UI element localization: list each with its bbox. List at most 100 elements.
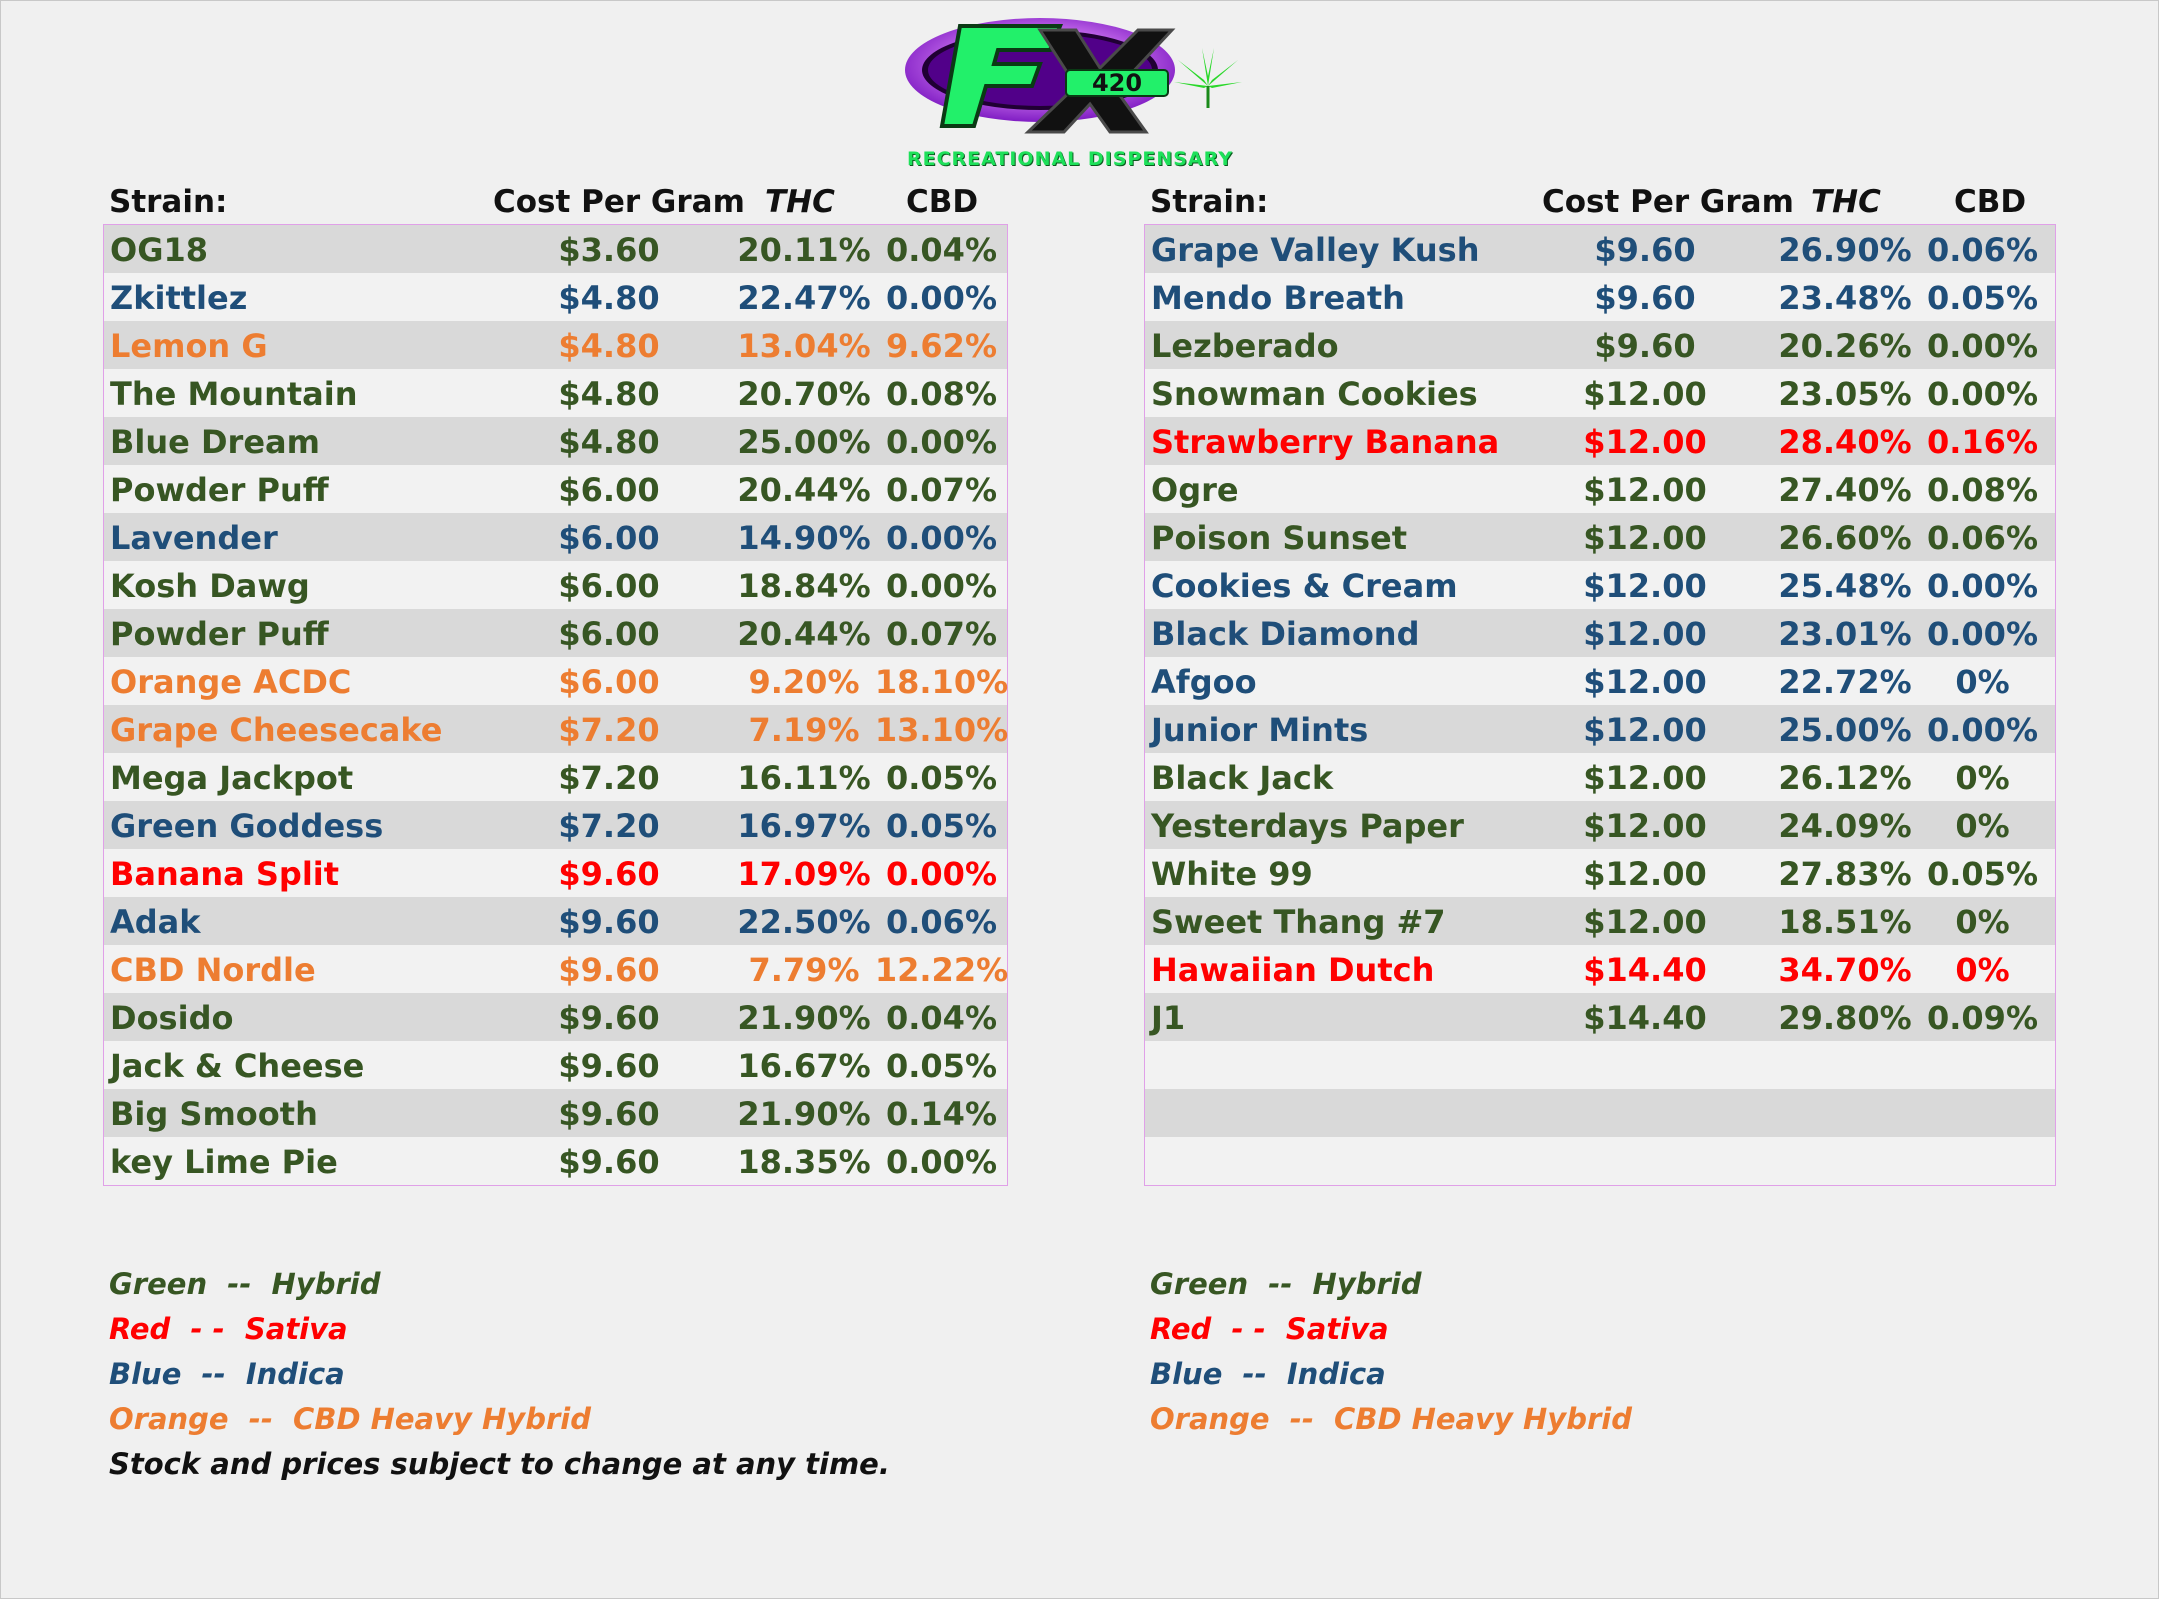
- strain-name: Snowman Cookies: [1151, 375, 1478, 413]
- header-strain: Strain:: [109, 184, 228, 220]
- strain-name: key Lime Pie: [110, 1143, 338, 1181]
- cost-per-gram: $9.60: [558, 903, 660, 941]
- cbd-value: 0.00%: [1926, 567, 2038, 605]
- cbd-value: 0%: [1955, 759, 2010, 797]
- table-row: Adak $9.60 22.50% 0.06%: [104, 897, 1007, 945]
- cbd-value: 0.00%: [885, 423, 997, 461]
- strain-name: Powder Puff: [110, 615, 329, 653]
- table-row: Mendo Breath $9.60 23.48% 0.05%: [1145, 273, 2055, 321]
- table-row: White 99 $12.00 27.83% 0.05%: [1145, 849, 2055, 897]
- thc-value: 18.51%: [1778, 903, 1912, 941]
- strain-name: Big Smooth: [110, 1095, 318, 1133]
- fx420-logo-graphic: 420: [905, 18, 1242, 134]
- strain-name: Poison Sunset: [1151, 519, 1408, 557]
- thc-value: 22.47%: [737, 279, 871, 317]
- strain-name: CBD Nordle: [110, 951, 316, 989]
- table-row: Powder Puff $6.00 20.44% 0.07%: [104, 609, 1007, 657]
- cbd-value: 12.22%: [874, 951, 1009, 989]
- cost-per-gram: $12.00: [1583, 471, 1707, 509]
- table-row: Cookies & Cream $12.00 25.48% 0.00%: [1145, 561, 2055, 609]
- table-body: Grape Valley Kush $9.60 26.90% 0.06% Mendo B…: [1144, 224, 2056, 1186]
- cost-per-gram: $14.40: [1583, 951, 1707, 989]
- strain-name: Orange ACDC: [110, 663, 352, 701]
- cost-per-gram: $4.80: [558, 279, 660, 317]
- thc-value: 20.44%: [737, 615, 871, 653]
- cost-per-gram: $12.00: [1583, 423, 1707, 461]
- cost-per-gram: $9.60: [1594, 279, 1696, 317]
- thc-value: 20.11%: [737, 231, 871, 269]
- table-row: Sweet Thang #7 $12.00 18.51% 0%: [1145, 897, 2055, 945]
- table-row: Black Jack $12.00 26.12% 0%: [1145, 753, 2055, 801]
- strain-name: Banana Split: [110, 855, 340, 893]
- cbd-value: 0%: [1955, 807, 2010, 845]
- cost-per-gram: $7.20: [558, 807, 660, 845]
- thc-value: 20.26%: [1778, 327, 1912, 365]
- dispensary-logo: 420 RECREATIONAL DISPENSARY: [890, 8, 1250, 180]
- cost-per-gram: $9.60: [558, 951, 660, 989]
- cbd-value: 0.00%: [885, 519, 997, 557]
- cbd-value: 0.16%: [1926, 423, 2038, 461]
- price-disclaimer: Stock and prices subject to change at an…: [109, 1447, 890, 1481]
- cost-per-gram: $4.80: [558, 327, 660, 365]
- table-row: Grape Valley Kush $9.60 26.90% 0.06%: [1145, 225, 2055, 273]
- cbd-value: 0%: [1955, 663, 2010, 701]
- strain-name: Jack & Cheese: [110, 1047, 365, 1085]
- table-row: Black Diamond $12.00 23.01% 0.00%: [1145, 609, 2055, 657]
- strain-name: Mendo Breath: [1151, 279, 1405, 317]
- cbd-value: 0.09%: [1926, 999, 2038, 1037]
- table-row: The Mountain $4.80 20.70% 0.08%: [104, 369, 1007, 417]
- thc-value: 22.50%: [737, 903, 871, 941]
- thc-value: 13.04%: [737, 327, 871, 365]
- legend-indica: Blue -- Indica: [1150, 1357, 1386, 1391]
- cost-per-gram: $4.80: [558, 375, 660, 413]
- legend-indica: Blue -- Indica: [109, 1357, 345, 1391]
- cost-per-gram: $7.20: [558, 711, 660, 749]
- strain-name: Zkittlez: [110, 279, 248, 317]
- thc-value: 16.97%: [737, 807, 871, 845]
- strain-name: Strawberry Banana: [1151, 423, 1500, 461]
- table-row: Banana Split $9.60 17.09% 0.00%: [104, 849, 1007, 897]
- cbd-value: 0.05%: [885, 759, 997, 797]
- thc-value: 27.83%: [1778, 855, 1912, 893]
- thc-value: 9.20%: [748, 663, 860, 701]
- cost-per-gram: $6.00: [558, 567, 660, 605]
- table-row: Blue Dream $4.80 25.00% 0.00%: [104, 417, 1007, 465]
- cost-per-gram: $9.60: [1594, 327, 1696, 365]
- cbd-value: 0.06%: [1926, 519, 2038, 557]
- cbd-value: 0.04%: [885, 999, 997, 1037]
- thc-value: 20.70%: [737, 375, 871, 413]
- thc-value: 16.11%: [737, 759, 871, 797]
- cbd-value: 0.08%: [885, 375, 997, 413]
- cbd-value: 0.06%: [1926, 231, 2038, 269]
- cost-per-gram: $9.60: [1594, 231, 1696, 269]
- legend-sativa: Red - - Sativa: [1150, 1312, 1389, 1346]
- table-row: Dosido $9.60 21.90% 0.04%: [104, 993, 1007, 1041]
- cost-per-gram: $12.00: [1583, 903, 1707, 941]
- thc-value: 26.60%: [1778, 519, 1912, 557]
- strain-name: Blue Dream: [110, 423, 320, 461]
- strain-table-right: Strain: Cost Per Gram THC CBD Grape Vall…: [1144, 176, 2056, 1186]
- logo-subtitle: RECREATIONAL DISPENSARY: [907, 148, 1233, 170]
- table-row: Strawberry Banana $12.00 28.40% 0.16%: [1145, 417, 2055, 465]
- table-row: Afgoo $12.00 22.72% 0%: [1145, 657, 2055, 705]
- header-cbd: CBD: [906, 184, 979, 220]
- cost-per-gram: $9.60: [558, 855, 660, 893]
- strain-name: Green Goddess: [110, 807, 384, 845]
- strain-name: Ogre: [1151, 471, 1239, 509]
- table-row: Kosh Dawg $6.00 18.84% 0.00%: [104, 561, 1007, 609]
- cbd-value: 0.00%: [1926, 615, 2038, 653]
- cbd-value: 18.10%: [874, 663, 1009, 701]
- strain-name: Kosh Dawg: [110, 567, 310, 605]
- cbd-value: 0.00%: [1926, 327, 2038, 365]
- cost-per-gram: $4.80: [558, 423, 660, 461]
- cbd-value: 0.06%: [885, 903, 997, 941]
- thc-value: 22.72%: [1778, 663, 1912, 701]
- cbd-value: 0.05%: [1926, 279, 2038, 317]
- strain-name: Hawaiian Dutch: [1151, 951, 1435, 989]
- thc-value: 26.12%: [1778, 759, 1912, 797]
- cbd-value: 0.07%: [885, 471, 997, 509]
- legend-cbd-heavy: Orange -- CBD Heavy Hybrid: [1150, 1402, 1632, 1436]
- thc-value: 27.40%: [1778, 471, 1912, 509]
- legend-hybrid: Green -- Hybrid: [109, 1267, 381, 1301]
- cost-per-gram: $12.00: [1583, 711, 1707, 749]
